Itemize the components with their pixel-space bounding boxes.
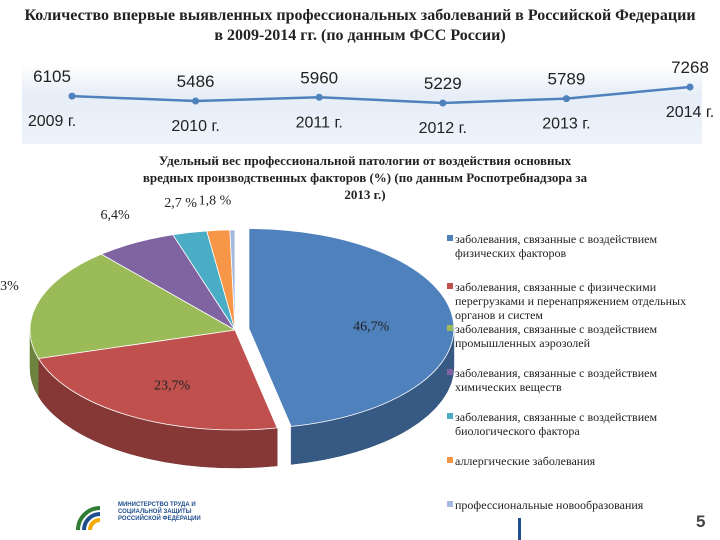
value-label: 5960 bbox=[300, 68, 338, 87]
value-label: 5229 bbox=[424, 74, 462, 93]
legend-entry: заболевания, связанные с воздействием би… bbox=[447, 410, 700, 438]
legend-entry: аллергические заболевания bbox=[447, 454, 700, 468]
legend-label: профессиональные новообразования bbox=[455, 498, 644, 512]
legend-entry: заболевания, связанные с воздействием пр… bbox=[447, 322, 700, 350]
logo-text: МИНИСТЕРСТВО ТРУДА И СОЦИАЛЬНОЙ ЗАЩИТЫ Р… bbox=[118, 502, 201, 522]
value-label: 6105 bbox=[33, 67, 71, 86]
legend-swatch bbox=[447, 325, 453, 331]
point bbox=[686, 83, 694, 91]
value-label: 1,8 % bbox=[199, 193, 232, 208]
logo-icon bbox=[76, 506, 101, 531]
value-label: 5789 bbox=[547, 70, 585, 89]
x-tick-label: 2013 г. bbox=[542, 116, 590, 133]
legend-entry: заболевания, связанные с воздействием хи… bbox=[447, 366, 700, 394]
legend-label: аллергические заболевания bbox=[455, 454, 596, 468]
point bbox=[315, 93, 323, 101]
pie-title: Удельный вес профессиональной патологии … bbox=[142, 153, 588, 202]
value-label: 7268 bbox=[671, 58, 709, 77]
legend-swatch bbox=[447, 283, 453, 289]
point bbox=[68, 92, 76, 100]
slice bbox=[248, 228, 455, 427]
line bbox=[71, 85, 691, 105]
x-tick-label: 2012 г. bbox=[419, 120, 467, 137]
x-tick-label: 2011 г. bbox=[296, 114, 343, 131]
slice bbox=[229, 229, 236, 331]
value-label: 6,4% bbox=[101, 208, 131, 223]
legend-entry: профессиональные новообразования bbox=[447, 498, 700, 512]
point bbox=[192, 97, 200, 105]
legend-label: заболевания, связанные с воздействием фи… bbox=[455, 232, 658, 260]
point bbox=[439, 99, 447, 107]
slice bbox=[37, 329, 278, 431]
value-label: 46,7% bbox=[353, 319, 390, 334]
x-tick-label: 2010 г. bbox=[171, 118, 219, 135]
legend-label: заболевания, связанные с воздействием би… bbox=[455, 410, 658, 438]
point bbox=[562, 95, 570, 103]
pie-tops bbox=[29, 228, 455, 431]
legend-swatch bbox=[447, 235, 453, 241]
value-label: 18, 3% bbox=[0, 279, 19, 294]
line-band bbox=[22, 64, 702, 144]
legend-swatch bbox=[447, 457, 453, 463]
legend-entry: заболевания, связанные с физическими пер… bbox=[447, 280, 700, 322]
line-title: Количество впервые выявленных профессион… bbox=[24, 7, 696, 44]
x-tick-label: 2009 г. bbox=[28, 113, 76, 130]
footer-bar bbox=[518, 518, 521, 540]
value-label: 23,7% bbox=[154, 379, 191, 394]
page-number: 5 bbox=[696, 512, 706, 531]
legend-swatch bbox=[447, 501, 453, 507]
x-tick-label: 2014 г. bbox=[666, 104, 714, 121]
legend-label: заболевания, связанные с воздействием пр… bbox=[455, 322, 658, 350]
legend-swatch bbox=[447, 413, 453, 419]
legend-label: заболевания, связанные с физическими пер… bbox=[455, 280, 687, 322]
slice bbox=[29, 253, 237, 359]
legend-swatch bbox=[447, 369, 453, 375]
value-label: 5486 bbox=[177, 72, 215, 91]
legend-entry: заболевания, связанные с воздействием фи… bbox=[447, 232, 700, 260]
legend-label: заболевания, связанные с воздействием хи… bbox=[455, 366, 658, 394]
value-label: 2,7 % bbox=[164, 196, 197, 211]
